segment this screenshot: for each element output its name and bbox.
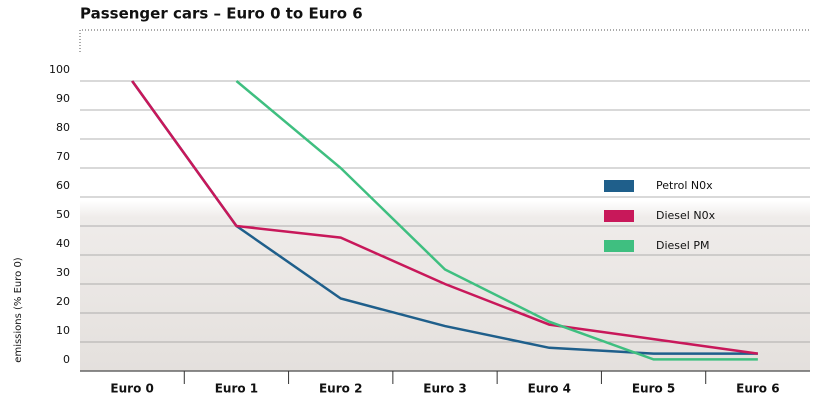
legend-label: Diesel PM <box>656 239 709 252</box>
x-tick-label: Euro 3 <box>423 382 466 396</box>
y-tick-label: 100 <box>49 63 70 76</box>
y-tick-label: 20 <box>56 295 70 308</box>
y-tick-label: 70 <box>56 150 70 163</box>
plot-background <box>80 30 810 371</box>
legend-swatch <box>604 240 634 252</box>
y-tick-label: 40 <box>56 237 70 250</box>
legend-label: Petrol N0x <box>656 179 713 192</box>
x-tick-label: Euro 4 <box>528 382 571 396</box>
series-line <box>235 80 758 361</box>
y-axis-title: emissions (% Euro 0) <box>13 257 24 363</box>
series-line <box>131 80 759 355</box>
legend-label: Diesel N0x <box>656 209 716 222</box>
y-tick-label: 0 <box>63 353 70 366</box>
y-tick-label: 50 <box>56 208 70 221</box>
x-tick-label: Euro 2 <box>319 382 362 396</box>
legend-swatch <box>604 210 634 222</box>
y-tick-label: 90 <box>56 92 70 105</box>
y-tick-label: 30 <box>56 266 70 279</box>
chart-title: Passenger cars – Euro 0 to Euro 6 <box>80 5 363 23</box>
x-tick-label: Euro 6 <box>736 382 779 396</box>
x-axis-band <box>80 371 810 399</box>
y-tick-label: 80 <box>56 121 70 134</box>
y-tick-label: 10 <box>56 324 70 337</box>
x-tick-label: Euro 1 <box>215 382 258 396</box>
legend-swatch <box>604 180 634 192</box>
frame <box>79 29 810 52</box>
y-tick-label: 60 <box>56 179 70 192</box>
x-tick-label: Euro 5 <box>632 382 675 396</box>
x-tick-label: Euro 0 <box>110 382 153 396</box>
